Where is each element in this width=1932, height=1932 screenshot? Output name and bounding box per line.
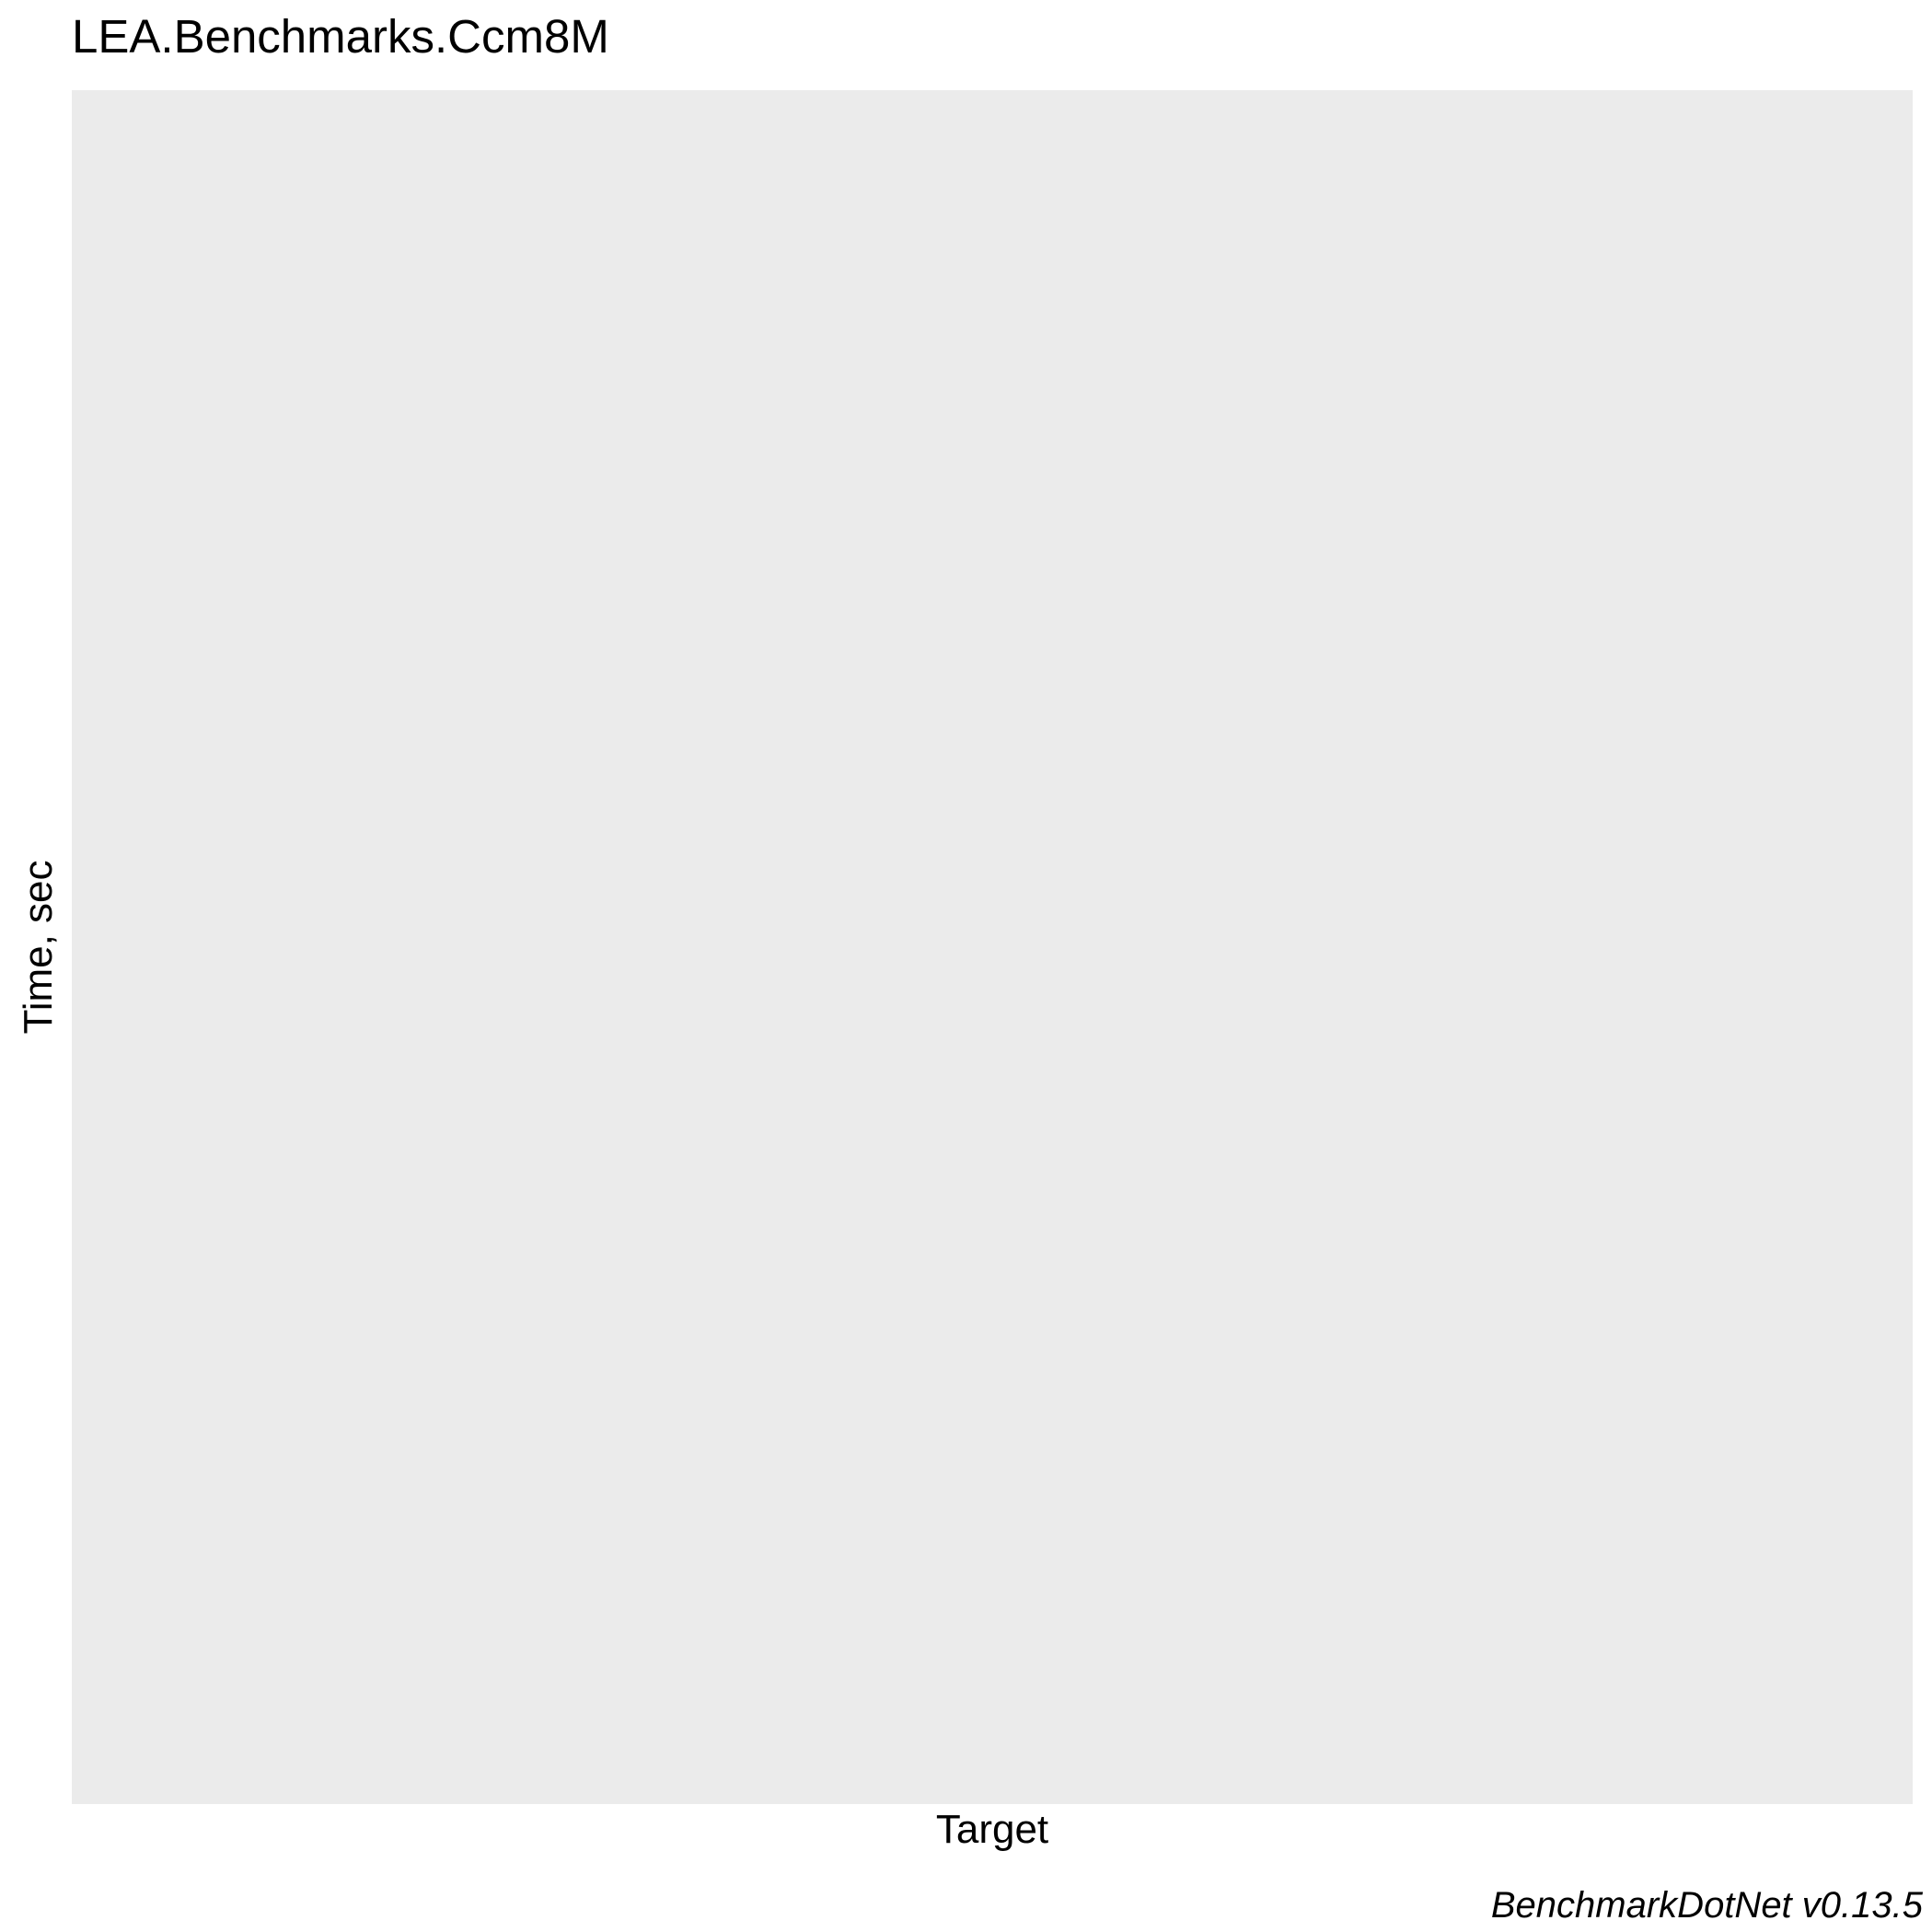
chart-title: LEA.Benchmarks.Ccm8M bbox=[72, 10, 609, 63]
x-axis-label: Target bbox=[935, 1807, 1049, 1852]
benchmark-caption: BenchmarkDotNet v0.13.5 bbox=[1490, 1885, 1923, 1926]
y-axis-label: Time, sec bbox=[16, 860, 61, 1035]
plot-panel bbox=[72, 90, 1913, 1804]
